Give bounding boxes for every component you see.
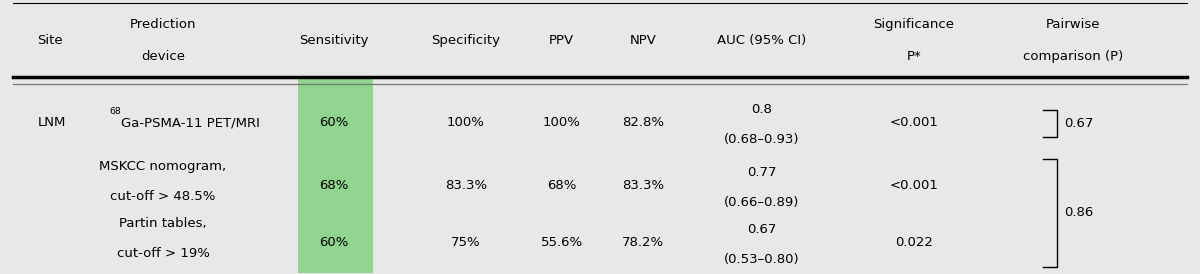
Text: LNM: LNM: [37, 116, 66, 129]
Text: 68: 68: [109, 107, 121, 116]
Text: PPV: PPV: [550, 34, 575, 47]
Text: <0.001: <0.001: [889, 179, 938, 192]
Text: cut-off > 19%: cut-off > 19%: [116, 247, 210, 260]
Text: AUC (95% CI): AUC (95% CI): [718, 34, 806, 47]
Text: 55.6%: 55.6%: [541, 236, 583, 249]
Text: Prediction: Prediction: [130, 18, 197, 31]
Text: 0.022: 0.022: [895, 236, 932, 249]
Text: 78.2%: 78.2%: [622, 236, 664, 249]
Text: 83.3%: 83.3%: [445, 179, 487, 192]
Text: Site: Site: [37, 34, 62, 47]
Text: 100%: 100%: [542, 116, 581, 129]
Text: 75%: 75%: [451, 236, 481, 249]
Text: MSKCC nomogram,: MSKCC nomogram,: [100, 160, 227, 173]
Text: 100%: 100%: [446, 116, 485, 129]
Text: 60%: 60%: [319, 116, 349, 129]
Text: <0.001: <0.001: [889, 116, 938, 129]
Text: 83.3%: 83.3%: [622, 179, 664, 192]
Text: (0.53–0.80): (0.53–0.80): [724, 253, 799, 266]
Text: Ga-PSMA-11 PET/MRI: Ga-PSMA-11 PET/MRI: [121, 116, 260, 129]
Text: (0.66–0.89): (0.66–0.89): [724, 196, 799, 209]
Text: 0.67: 0.67: [1064, 117, 1094, 130]
Text: Specificity: Specificity: [432, 34, 500, 47]
Text: 0.77: 0.77: [746, 166, 776, 179]
Text: Partin tables,: Partin tables,: [119, 217, 206, 230]
Text: device: device: [142, 50, 185, 63]
Text: (0.68–0.93): (0.68–0.93): [724, 133, 799, 145]
Text: 0.67: 0.67: [746, 223, 776, 236]
Text: 0.8: 0.8: [751, 103, 772, 116]
Text: 68%: 68%: [547, 179, 576, 192]
Text: NPV: NPV: [630, 34, 656, 47]
Text: comparison (P): comparison (P): [1022, 50, 1123, 63]
Text: Sensitivity: Sensitivity: [300, 34, 368, 47]
Text: Significance: Significance: [874, 18, 954, 31]
Text: 0.86: 0.86: [1064, 206, 1093, 219]
Text: Pairwise: Pairwise: [1045, 18, 1100, 31]
Text: 68%: 68%: [319, 179, 349, 192]
Text: P*: P*: [906, 50, 922, 63]
Text: 60%: 60%: [319, 236, 349, 249]
Text: cut-off > 48.5%: cut-off > 48.5%: [110, 190, 216, 203]
Text: 82.8%: 82.8%: [622, 116, 664, 129]
FancyBboxPatch shape: [299, 77, 372, 273]
